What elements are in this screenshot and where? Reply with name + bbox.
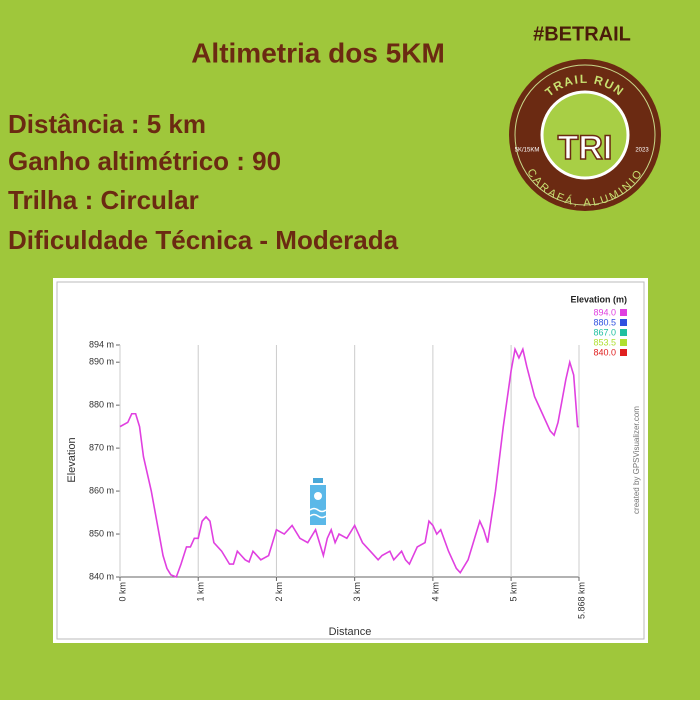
chart-frame: [56, 281, 645, 640]
legend-swatch: [620, 329, 627, 336]
x-tick-label: 2 km: [274, 582, 284, 602]
info-line: Distância : 5 km: [8, 109, 206, 139]
x-tick-label: 3 km: [352, 582, 362, 602]
logo-center: TRI: [558, 129, 613, 167]
y-tick-label: 870 m: [89, 442, 114, 452]
legend-swatch: [620, 319, 627, 326]
credit: created by GPSVisualizer.com: [632, 406, 641, 514]
legend-label: 867.0: [593, 327, 616, 337]
y-tick-label: 880 m: [89, 400, 114, 410]
x-axis-label: Distance: [329, 626, 372, 638]
y-tick-label: 890 m: [89, 357, 114, 367]
y-axis-label: Elevation: [66, 437, 78, 482]
x-tick-label: 4 km: [430, 582, 440, 602]
info-line: Dificuldade Técnica - Moderada: [8, 225, 399, 255]
y-tick-label: 850 m: [89, 528, 114, 538]
legend-label: 840.0: [593, 347, 616, 357]
info-line: Ganho altimétrico : 90: [8, 146, 281, 176]
hashtag: #BETRAIL: [533, 23, 631, 45]
logo-ring: [514, 64, 656, 206]
plot: 840 m 850 m 860 m 870 m 880 m 890 m 894 m 0 km 1…: [89, 307, 627, 619]
legend-label: 894.0: [593, 307, 616, 317]
x-tick-label: 1 km: [196, 582, 206, 602]
logo-left: 5K/15KM: [515, 148, 540, 154]
y-tick-label: 860 m: [89, 485, 114, 495]
x-tick-label: 5 km: [508, 582, 518, 602]
legend-label: 880.5: [593, 317, 616, 327]
water-icon: [309, 478, 327, 525]
legend-swatch: [620, 339, 627, 346]
logo: TRAIL RUN CARAFÁ, ALUMINIO TRI 5K/15KM 2…: [509, 59, 661, 211]
legend-swatch: [620, 309, 627, 316]
title: Altimetria dos 5KM: [191, 37, 445, 68]
x-tick-label: 0 km: [117, 582, 127, 602]
legend-label: 853.5: [593, 337, 616, 347]
legend-swatch: [620, 349, 627, 356]
y-tick-label: 894 m: [89, 339, 114, 349]
x-tick-label: 5.868 km: [576, 582, 586, 619]
logo-inner: [540, 90, 630, 180]
legend-title: Elevation (m): [570, 294, 627, 304]
logo-right: 2023: [635, 148, 649, 154]
y-tick-label: 840 m: [89, 571, 114, 581]
chart-panel: [53, 278, 648, 643]
info-line: Trilha : Circular: [8, 185, 199, 215]
elevation-line: [119, 346, 579, 579]
